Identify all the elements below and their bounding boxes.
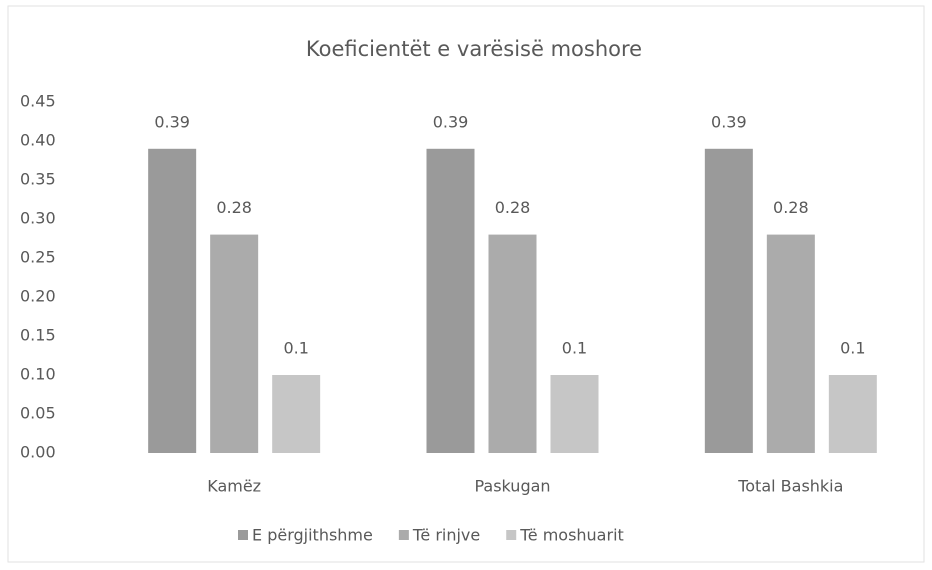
x-tick-label: Total Bashkia [737, 477, 843, 496]
y-tick-label: 0.35 [20, 170, 56, 189]
y-tick-label: 0.00 [20, 443, 56, 462]
legend-label: Të rinjve [412, 526, 480, 545]
y-tick-label: 0.45 [20, 92, 56, 111]
bar [550, 375, 599, 453]
data-label: 0.28 [216, 198, 252, 217]
legend-label: E përgjithshme [252, 526, 373, 545]
legend-swatch [238, 530, 248, 540]
y-tick-label: 0.20 [20, 287, 56, 306]
data-label: 0.28 [773, 198, 809, 217]
data-label: 0.1 [283, 339, 308, 358]
legend-swatch [506, 530, 517, 540]
data-label: 0.39 [433, 112, 469, 131]
y-tick-label: 0.15 [20, 326, 56, 345]
data-label: 0.39 [154, 112, 190, 131]
data-label: 0.1 [840, 339, 865, 358]
bar [704, 148, 753, 454]
bar [426, 148, 475, 454]
bar [272, 375, 321, 453]
data-label: 0.39 [711, 112, 747, 131]
y-tick-label: 0.30 [20, 209, 56, 228]
y-tick-label: 0.10 [20, 365, 56, 384]
data-label: 0.1 [562, 339, 587, 358]
bar [488, 234, 537, 453]
bar [148, 148, 197, 454]
y-tick-label: 0.40 [20, 131, 56, 150]
bar [828, 375, 877, 453]
bar [766, 234, 815, 453]
bar [210, 234, 259, 453]
legend-label: Të moshuarit [519, 526, 624, 545]
legend-swatch [398, 530, 409, 540]
x-tick-label: Paskugan [474, 477, 550, 496]
y-tick-label: 0.25 [20, 248, 56, 267]
chart-title: Koeficientët e varësisë moshore [306, 37, 642, 61]
x-tick-label: Kamëz [207, 477, 261, 496]
data-label: 0.28 [495, 198, 531, 217]
y-tick-label: 0.05 [20, 404, 56, 423]
